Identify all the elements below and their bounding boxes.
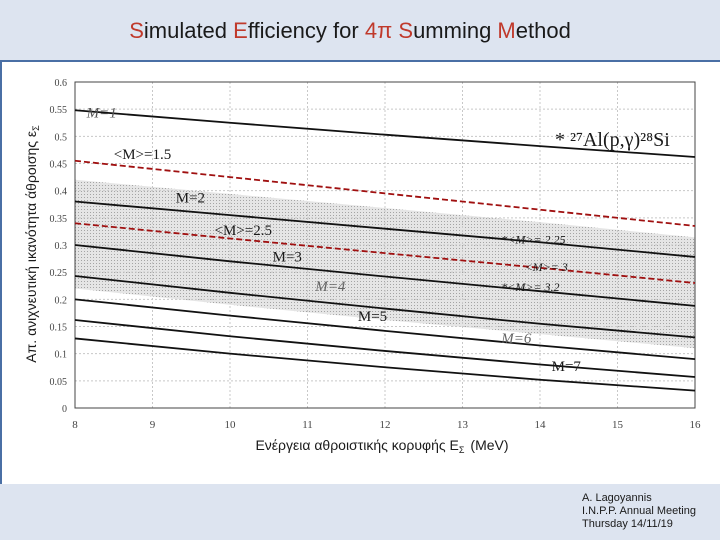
axes: 8 9 10 11 12 13 14 15 16 0 0.05 0.1 0.15 0.2 0.25 0.3 0.… — [23, 78, 701, 455]
title-band — [0, 0, 720, 60]
y-tick-label: 0.15 — [50, 323, 68, 334]
title-part: S — [398, 18, 414, 43]
curve-label: M=4 — [314, 279, 346, 295]
credit-date: Thursday 14/11/19 — [582, 518, 673, 530]
curve-label: M=1 — [86, 105, 117, 121]
x-tick-label: 12 — [380, 419, 391, 431]
y-tick-label: 0.4 — [55, 187, 68, 198]
x-tick-label: 14 — [535, 419, 547, 431]
y-tick-label: 0.5 — [55, 132, 68, 143]
credit-author: A. Lagoyannis — [582, 492, 652, 504]
title-part: imulated — [143, 18, 234, 43]
series-line — [74, 319, 696, 378]
curve-label: <M>=2.5 — [215, 223, 272, 239]
y-tick-label: 0.25 — [50, 268, 68, 279]
title-part: fficiency for — [247, 18, 365, 43]
curve-label: M=5 — [358, 309, 387, 325]
x-axis-label-subscript: Σ — [459, 445, 465, 455]
x-tick-label: 10 — [225, 419, 237, 431]
x-tick-label: 8 — [72, 419, 78, 431]
data-points: *<M>= 2.25 <M>= 3 *<M>= 3.2 — [501, 232, 568, 294]
x-tick-label: 11 — [302, 419, 313, 431]
slide-title: Simulated Efficiency for 4π Summing Meth… — [0, 18, 700, 44]
y-axis-label: Απ. ανιχνευτική ικανότητα άθροισης εΣ — [23, 125, 41, 363]
y-tick-label: 0.3 — [55, 241, 68, 252]
x-tick-label: 13 — [457, 419, 469, 431]
x-axis-label-unit: (MeV) — [470, 437, 508, 453]
series-line — [74, 109, 696, 158]
title-part: ethod — [515, 18, 571, 43]
x-tick-label: 16 — [690, 419, 702, 431]
x-tick-label: 9 — [150, 419, 156, 431]
header-rule — [0, 60, 720, 62]
y-tick-label: 0.05 — [50, 377, 68, 388]
series-line — [74, 298, 696, 360]
series-line — [74, 200, 696, 258]
y-tick-label: 0.6 — [55, 78, 68, 89]
y-axis-label-subscript: Σ — [31, 125, 41, 131]
series-line — [74, 275, 696, 339]
curve-label: M=2 — [176, 191, 205, 207]
efficiency-chart: 8 9 10 11 12 13 14 15 16 0 0.05 0.1 0.15 0.2 0.25 0.3 0.… — [23, 78, 701, 455]
point-label: <M>= 3 — [525, 260, 568, 274]
x-tick-label: 15 — [612, 419, 624, 431]
series-line — [74, 244, 696, 307]
x-axis-label: Ενέργεια αθροιστικής κορυφής EΣ (MeV) — [255, 437, 508, 455]
curve-labels: M=1 <M>=1.5 M=2 <M>=2.5M=3 M=4 M=5 M=6 M=7 — [86, 105, 582, 375]
curve-label: M=7 — [552, 359, 582, 375]
title-part: M — [497, 18, 516, 43]
y-axis-label-text: Απ. ανιχνευτική ικανότητα άθροισης ε — [23, 131, 39, 363]
y-tick-label: 0.35 — [50, 214, 68, 225]
left-rule — [0, 60, 2, 540]
title-part: S — [129, 18, 144, 43]
y-tick-label: 0.55 — [50, 105, 68, 116]
reaction-label: * ²⁷Al(p,γ)²⁸Si — [555, 129, 670, 151]
curve-label: <M>=1.5 — [114, 147, 171, 163]
y-tick-label: 0.1 — [55, 350, 68, 361]
title-part: E — [233, 18, 248, 43]
series-lines — [74, 109, 696, 392]
title-part: umming — [413, 18, 498, 43]
curve-label: M=6 — [500, 331, 532, 347]
credit-block: A. Lagoyannis I.N.P.P. Annual Meeting Th… — [582, 492, 696, 531]
point-label: *<M>= 2.25 — [501, 232, 565, 246]
point-label: *<M>= 3.2 — [501, 280, 559, 294]
curve-label: M=3 — [273, 249, 302, 265]
x-axis-label-text: Ενέργεια αθροιστικής κορυφής E — [255, 437, 458, 453]
series-line — [74, 159, 696, 227]
series-line — [74, 222, 696, 284]
title-part: 4π — [364, 18, 393, 43]
series-line — [74, 337, 696, 392]
y-tick-label: 0.45 — [50, 160, 68, 171]
y-tick-label: 0 — [62, 404, 67, 415]
y-tick-label: 0.2 — [55, 295, 68, 306]
credit-event: I.N.P.P. Annual Meeting — [582, 505, 696, 517]
footer-band — [0, 484, 720, 540]
